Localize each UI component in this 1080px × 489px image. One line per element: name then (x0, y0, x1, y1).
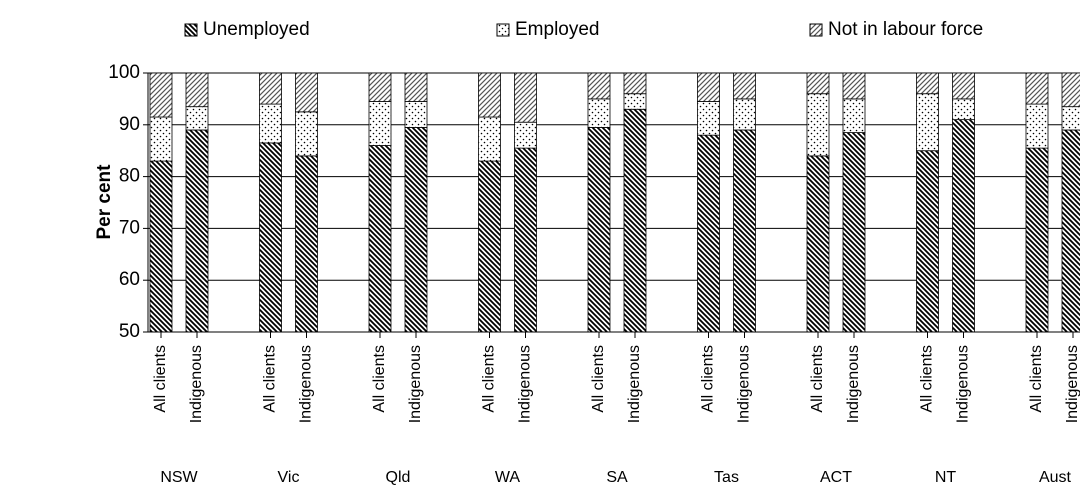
bar-segment (259, 142, 282, 333)
bar-segment (697, 72, 720, 102)
x-tick-label: All clients (152, 345, 169, 413)
bar-segment (368, 145, 392, 333)
bar-segment (916, 72, 939, 95)
legend-swatch (496, 23, 510, 37)
bar-segment (259, 72, 282, 105)
bar-segment (1025, 147, 1049, 333)
bar-segment (587, 72, 611, 100)
bar-segment (259, 103, 282, 144)
bar-segment (587, 126, 611, 333)
x-tick-label: Indigenous (407, 345, 424, 423)
bar-segment (368, 101, 392, 146)
bar-segment (952, 119, 975, 333)
bar-segment (952, 72, 975, 100)
bar-segment (842, 132, 866, 333)
y-tick-label: 90 (119, 114, 140, 135)
bar-segment (185, 72, 209, 108)
bar-segment (478, 72, 501, 118)
bar-segment (295, 72, 318, 113)
bar-segment (149, 72, 173, 118)
bar-segment (733, 129, 756, 333)
bar-segment (295, 111, 318, 157)
legend-label: Employed (515, 19, 600, 40)
bar-segment (623, 93, 647, 110)
group-label: Tas (714, 469, 739, 486)
bar-segment (952, 98, 975, 121)
bar-segment (404, 72, 428, 102)
y-tick-label: 70 (119, 217, 140, 238)
x-tick-label: Indigenous (626, 345, 643, 423)
bar-segment (697, 101, 720, 136)
bar-segment (514, 147, 537, 333)
x-tick-label: All clients (371, 345, 388, 413)
bar-segment (842, 98, 866, 133)
x-tick-label: Indigenous (188, 345, 205, 423)
bar-segment (478, 116, 501, 162)
y-tick-label: 50 (119, 321, 140, 342)
y-tick-label: 60 (119, 269, 140, 290)
bar-segment (916, 93, 939, 152)
bar-segment (806, 72, 830, 95)
y-axis-label: Per cent (94, 164, 115, 240)
legend-label: Unemployed (203, 19, 310, 40)
bar-segment (806, 155, 830, 333)
bar-segment (1061, 72, 1080, 108)
x-tick-label: All clients (590, 345, 607, 413)
bar-segment (149, 160, 173, 333)
x-tick-label: All clients (481, 345, 498, 413)
group-label: SA (606, 469, 628, 486)
x-tick-label: Indigenous (517, 345, 534, 423)
bar-segment (842, 72, 866, 100)
bar-segment (149, 116, 173, 162)
bar-segment (587, 98, 611, 128)
bar-segment (733, 72, 756, 100)
group-label: NSW (160, 469, 198, 486)
bar-segment (806, 93, 830, 157)
bar-segment (295, 155, 318, 333)
x-tick-label: Indigenous (845, 345, 862, 423)
bar-segment (404, 101, 428, 128)
group-label: ACT (820, 469, 852, 486)
bar-segment (916, 150, 939, 333)
legend-swatch (809, 23, 823, 37)
bar-segment (514, 121, 537, 149)
bar-segment (1025, 103, 1049, 149)
bar-segment (1025, 72, 1049, 105)
bar-segment (185, 106, 209, 131)
x-tick-label: All clients (700, 345, 717, 413)
bar-segment (368, 72, 392, 102)
x-tick-label: All clients (262, 345, 279, 413)
group-label: Vic (278, 469, 300, 486)
y-tick-label: 80 (119, 166, 140, 187)
x-tick-label: Indigenous (955, 345, 972, 423)
bar-segment (697, 134, 720, 333)
group-label: WA (495, 469, 521, 486)
x-tick-label: Indigenous (1064, 345, 1080, 423)
bar-segment (623, 72, 647, 95)
bar-segment (514, 72, 537, 123)
x-tick-label: All clients (919, 345, 936, 413)
x-tick-label: Indigenous (298, 345, 315, 423)
bar-segment (1061, 106, 1080, 131)
x-tick-label: All clients (1028, 345, 1045, 413)
legend-swatch (184, 23, 198, 37)
bar-segment (1061, 129, 1080, 333)
group-label: Aust (1039, 469, 1072, 486)
x-tick-label: Indigenous (736, 345, 753, 423)
bar-segment (404, 126, 428, 333)
legend-label: Not in labour force (828, 19, 983, 40)
bar-segment (623, 108, 647, 333)
group-label: Qld (386, 469, 411, 486)
bar-segment (478, 160, 501, 333)
x-tick-label: All clients (809, 345, 826, 413)
y-tick-label: 100 (108, 62, 140, 83)
bar-segment (733, 98, 756, 131)
bar-segment (185, 129, 209, 333)
group-label: NT (935, 469, 957, 486)
